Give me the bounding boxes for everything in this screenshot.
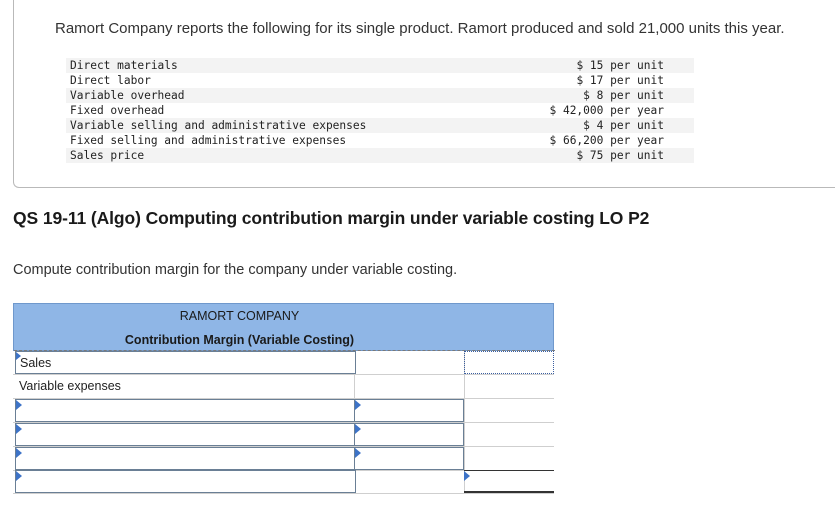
table-row — [13, 423, 554, 447]
sales-label-cell[interactable]: Sales — [15, 351, 356, 374]
expense-amount-input[interactable] — [354, 423, 464, 446]
cost-row: Variable selling and administrative expe… — [66, 118, 694, 133]
expense-label-select[interactable] — [15, 399, 356, 422]
worksheet-subtitle: Contribution Margin (Variable Costing) — [124, 333, 355, 347]
table-row — [13, 470, 554, 494]
table-row: Sales — [13, 351, 554, 375]
table-row: Variable expenses — [13, 375, 554, 399]
problem-intro: Ramort Company reports the following for… — [55, 20, 785, 37]
cost-data-table: Direct materials $ 15 per unit Direct lab… — [66, 58, 694, 163]
input-marker-icon — [355, 448, 361, 458]
input-marker-icon — [464, 471, 470, 481]
sales-total-input[interactable] — [464, 351, 554, 374]
contribution-margin-worksheet: RAMORT COMPANY Contribution Margin (Vari… — [13, 303, 555, 494]
cost-label: Fixed overhead — [66, 103, 489, 118]
dropdown-marker-icon — [16, 424, 22, 434]
input-marker-icon — [355, 424, 361, 434]
expense-amount-input[interactable] — [354, 447, 464, 470]
variable-expenses-label-cell: Variable expenses — [15, 375, 356, 399]
cost-value: $ 75 per unit — [488, 148, 694, 163]
cost-value: $ 42,000 per year — [488, 103, 694, 118]
dropdown-marker-icon — [16, 471, 22, 481]
row-label: Variable expenses — [19, 379, 121, 393]
worksheet-company-name: RAMORT COMPANY — [179, 309, 300, 323]
header-divider — [14, 350, 555, 351]
question-title: QS 19-11 (Algo) Computing contribution m… — [13, 208, 650, 228]
table-row — [13, 399, 554, 423]
dropdown-marker-icon — [16, 400, 22, 410]
expense-label-select[interactable] — [15, 447, 356, 470]
worksheet-header: RAMORT COMPANY Contribution Margin (Vari… — [13, 303, 555, 351]
sales-amount-input[interactable] — [354, 351, 464, 375]
question-instruction: Compute contribution margin for the comp… — [13, 262, 458, 278]
cost-label: Direct materials — [66, 58, 489, 73]
cost-label: Sales price — [66, 148, 489, 163]
cost-label: Fixed selling and administrative expense… — [66, 133, 489, 148]
problem-info-box — [13, 0, 835, 188]
input-marker-icon — [16, 352, 21, 360]
dropdown-marker-icon — [16, 448, 22, 458]
contribution-margin-total-input[interactable] — [464, 470, 554, 493]
cost-row: Sales price $ 75 per unit — [66, 148, 694, 163]
cost-row: Direct labor $ 17 per unit — [66, 73, 694, 88]
cost-label: Direct labor — [66, 73, 489, 88]
input-marker-icon — [355, 400, 361, 410]
cost-row: Direct materials $ 15 per unit — [66, 58, 694, 73]
cost-value: $ 8 per unit — [488, 88, 694, 103]
cost-label: Variable overhead — [66, 88, 489, 103]
expense-amount-input[interactable] — [354, 399, 464, 422]
cost-row: Variable overhead $ 8 per unit — [66, 88, 694, 103]
expense-label-select[interactable] — [15, 423, 356, 446]
contribution-margin-label-select[interactable] — [15, 470, 356, 493]
cost-value: $ 4 per unit — [488, 118, 694, 133]
cost-row: Fixed selling and administrative expense… — [66, 133, 694, 148]
cost-row: Fixed overhead $ 42,000 per year — [66, 103, 694, 118]
table-row — [13, 447, 554, 471]
row-label: Sales — [20, 356, 52, 370]
cost-value: $ 15 per unit — [488, 58, 694, 73]
cost-value: $ 66,200 per year — [488, 133, 694, 148]
cost-value: $ 17 per unit — [488, 73, 694, 88]
cost-label: Variable selling and administrative expe… — [66, 118, 489, 133]
